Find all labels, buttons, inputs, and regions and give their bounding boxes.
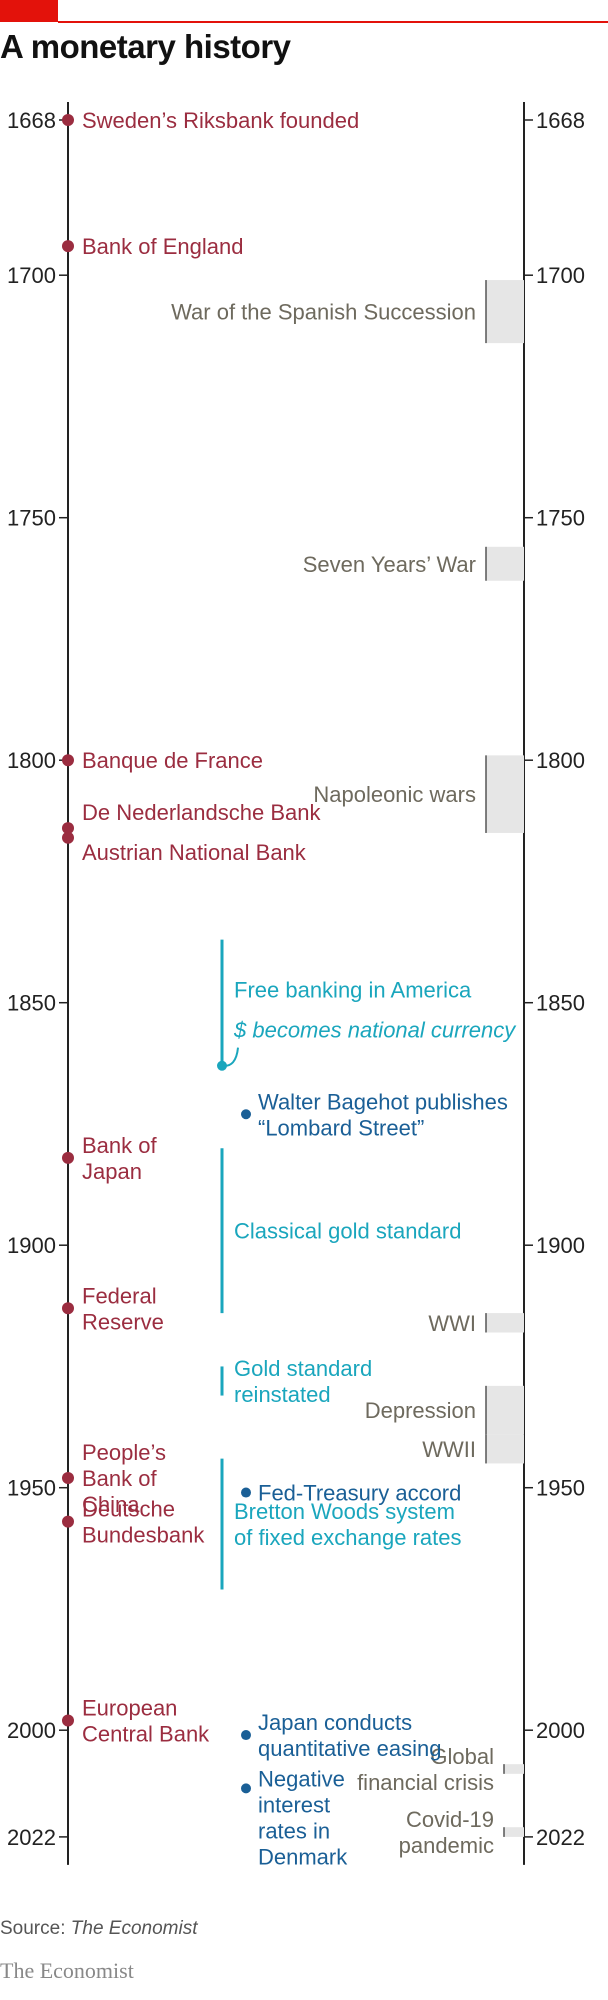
war-label: Seven Years’ War xyxy=(303,552,476,577)
bank-marker xyxy=(62,1714,74,1727)
accent-rule xyxy=(58,21,608,23)
tick-label-left: 1700 xyxy=(7,263,56,288)
bank-marker xyxy=(62,1151,74,1164)
tick-label-left: 1950 xyxy=(7,1476,56,1501)
war-band xyxy=(504,1827,524,1837)
tick-label-right: 1850 xyxy=(536,991,585,1016)
bank-label: Bank of England xyxy=(82,234,243,259)
war-label: pandemic xyxy=(399,1833,494,1858)
war-label: financial crisis xyxy=(357,1770,494,1795)
period-end-marker xyxy=(217,1060,227,1071)
tick-label-right: 1900 xyxy=(536,1233,585,1258)
period-note: $ becomes national currency xyxy=(233,1018,517,1043)
tick-label-left: 1850 xyxy=(7,991,56,1016)
bank-label: Sweden’s Riksbank founded xyxy=(82,108,359,133)
bank-marker xyxy=(62,240,74,253)
tick-label-right: 1800 xyxy=(536,748,585,773)
period-label: Classical gold standard xyxy=(234,1219,461,1244)
war-label: WWI xyxy=(428,1311,476,1336)
bank-label: Japan xyxy=(82,1159,142,1184)
war-band xyxy=(486,280,524,344)
brand-logo: The Economist xyxy=(0,1958,134,1983)
period-label: Bretton Woods system xyxy=(234,1499,455,1524)
war-band xyxy=(486,755,524,833)
event-marker xyxy=(241,1730,251,1741)
tick-label-left: 1750 xyxy=(7,506,56,531)
bank-label: European xyxy=(82,1696,177,1721)
war-band xyxy=(486,1434,524,1464)
period-label: Free banking in America xyxy=(234,978,472,1003)
bank-label: De Nederlandsche Bank xyxy=(82,800,321,825)
tick-label-right: 1700 xyxy=(536,263,585,288)
period-label: Gold standard xyxy=(234,1356,372,1381)
bank-label: China xyxy=(82,1492,140,1517)
event-label: Denmark xyxy=(258,1844,348,1869)
bank-label: Bundesbank xyxy=(82,1523,205,1548)
bank-marker xyxy=(62,1472,74,1484)
war-band xyxy=(504,1764,524,1774)
bank-label: Bank of xyxy=(82,1133,157,1158)
tick-label-right: 2000 xyxy=(536,1718,585,1743)
source-name: The Economist xyxy=(70,1918,198,1939)
event-label: Negative xyxy=(258,1766,345,1791)
war-label: WWII xyxy=(422,1437,476,1462)
event-label: rates in xyxy=(258,1818,330,1843)
chart-title: A monetary history xyxy=(0,28,291,65)
bank-label: Central Bank xyxy=(82,1722,210,1747)
accent-bar xyxy=(0,0,58,22)
event-marker xyxy=(241,1783,251,1794)
tick-label-left: 1800 xyxy=(7,748,56,773)
period-label: of fixed exchange rates xyxy=(234,1525,461,1550)
event-label: interest xyxy=(258,1792,330,1817)
source-label: Source: xyxy=(0,1918,66,1939)
bank-label: Bank of xyxy=(82,1466,157,1491)
war-label: Napoleonic wars xyxy=(313,782,476,807)
tick-label-left: 1668 xyxy=(7,108,56,133)
event-marker xyxy=(241,1487,251,1498)
tick-label-right: 1750 xyxy=(536,506,585,531)
war-band xyxy=(486,1385,524,1435)
bank-marker xyxy=(62,1515,74,1528)
event-label: Fed-Treasury accord xyxy=(258,1481,461,1506)
war-band xyxy=(486,546,524,581)
source-note: Source: The Economist xyxy=(0,1918,198,1940)
bank-label: Austrian National Bank xyxy=(82,840,307,865)
period-label: reinstated xyxy=(234,1382,331,1407)
bank-marker xyxy=(62,822,74,835)
event-label: quantitative easing xyxy=(258,1736,441,1761)
bank-label: Deutsche xyxy=(82,1497,175,1522)
timeline-chart: 1668 1668 1700 1700 1750 1750 1800 1800 1850 1850… xyxy=(7,102,585,1869)
tick-label-right: 2022 xyxy=(536,1825,585,1850)
event-marker xyxy=(241,1109,251,1120)
war-label: Depression xyxy=(365,1398,476,1423)
war-label: Covid-19 xyxy=(406,1807,494,1832)
bank-label: People’s xyxy=(82,1440,166,1465)
tick-label-left: 2022 xyxy=(7,1825,56,1850)
event-label: “Lombard Street” xyxy=(258,1115,424,1140)
bank-marker xyxy=(62,114,74,126)
war-label: War of the Spanish Succession xyxy=(171,300,476,325)
bank-label: Federal xyxy=(82,1283,157,1308)
event-label: Japan conducts xyxy=(258,1710,412,1735)
bank-marker xyxy=(62,754,74,767)
war-band xyxy=(486,1313,524,1333)
tick-label-left: 1900 xyxy=(7,1233,56,1258)
tick-label-right: 1668 xyxy=(536,108,585,133)
bank-marker xyxy=(62,831,74,844)
bank-marker xyxy=(62,1302,74,1315)
tick-label-right: 1950 xyxy=(536,1476,585,1501)
event-label: Walter Bagehot publishes xyxy=(258,1089,508,1114)
bank-label: Reserve xyxy=(82,1309,164,1334)
tick-label-left: 2000 xyxy=(7,1718,56,1743)
war-label: Global xyxy=(430,1744,494,1769)
bank-label: Banque de France xyxy=(82,748,263,773)
